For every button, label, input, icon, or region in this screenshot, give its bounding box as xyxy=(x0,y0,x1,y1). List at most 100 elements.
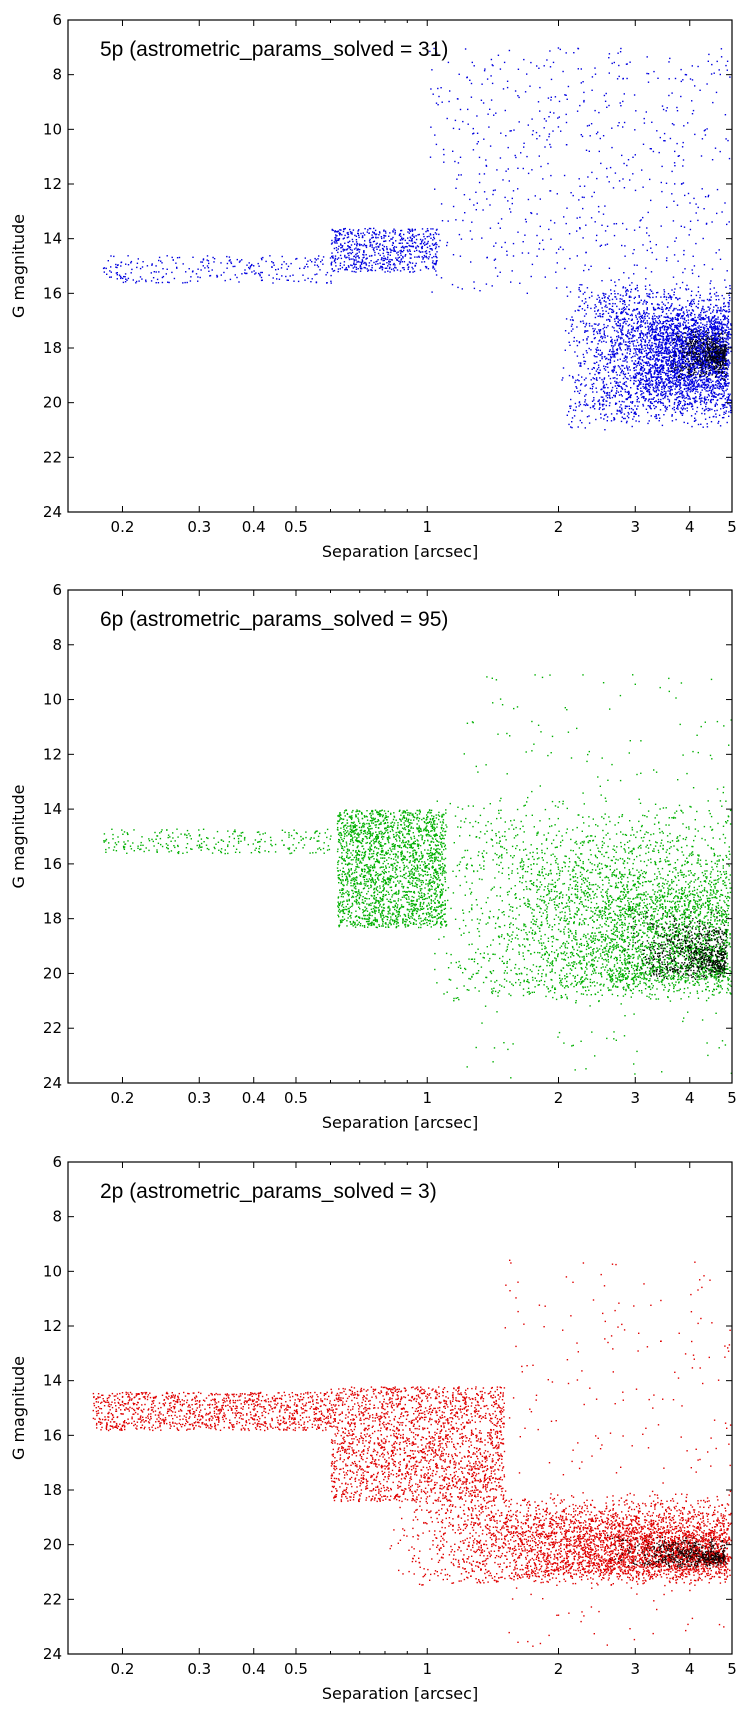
data-point xyxy=(730,407,732,409)
data-point xyxy=(622,325,624,327)
data-point xyxy=(605,92,607,95)
data-point xyxy=(688,309,690,312)
data-point xyxy=(677,401,679,404)
data-point xyxy=(722,330,724,332)
data-point xyxy=(666,206,668,208)
data-point xyxy=(669,364,672,366)
data-point xyxy=(641,337,643,339)
data-point xyxy=(462,219,464,222)
data-point xyxy=(684,73,687,76)
data-point xyxy=(337,257,340,259)
data-point xyxy=(555,271,557,273)
data-point xyxy=(691,113,694,115)
data-point xyxy=(716,341,718,344)
data-point xyxy=(446,241,449,244)
data-point xyxy=(690,359,693,361)
data-point xyxy=(696,350,698,352)
data-point xyxy=(697,367,699,369)
data-point xyxy=(600,162,602,165)
data-point xyxy=(176,267,178,269)
data-point xyxy=(601,224,603,226)
data-point xyxy=(452,127,455,130)
data-point xyxy=(629,314,632,317)
data-point xyxy=(699,347,701,349)
data-point xyxy=(668,401,671,403)
data-point xyxy=(627,369,629,371)
data-point xyxy=(672,364,675,366)
data-point xyxy=(682,141,684,144)
data-point xyxy=(646,295,649,297)
data-point xyxy=(639,326,642,328)
data-point xyxy=(555,252,558,254)
data-point xyxy=(459,156,462,158)
data-point xyxy=(350,252,352,255)
data-point xyxy=(383,240,386,242)
data-point xyxy=(625,405,627,408)
data-point xyxy=(593,408,596,410)
data-point xyxy=(285,263,288,265)
data-point xyxy=(123,275,125,278)
data-point xyxy=(335,247,338,249)
data-point xyxy=(674,318,677,320)
data-point xyxy=(322,263,324,265)
data-point xyxy=(607,325,609,327)
data-point xyxy=(627,330,629,333)
data-point xyxy=(127,264,130,266)
data-point xyxy=(661,326,664,328)
data-point xyxy=(682,407,685,409)
data-point xyxy=(654,360,656,362)
data-point xyxy=(621,337,623,339)
data-point xyxy=(627,397,630,399)
data-point xyxy=(704,365,706,368)
data-point xyxy=(346,269,348,271)
data-point xyxy=(715,299,717,301)
data-point xyxy=(116,272,118,274)
data-point xyxy=(694,349,697,351)
data-point xyxy=(365,244,368,247)
data-point xyxy=(670,304,673,307)
data-point xyxy=(614,172,617,174)
data-point xyxy=(696,336,698,338)
data-point xyxy=(688,352,690,354)
data-point xyxy=(706,316,708,319)
data-point xyxy=(641,325,643,327)
data-point xyxy=(585,251,587,254)
data-point xyxy=(653,312,655,315)
data-point xyxy=(434,244,436,246)
data-point xyxy=(675,386,677,388)
data-point xyxy=(708,299,710,302)
data-point xyxy=(677,309,679,311)
data-point xyxy=(436,243,438,246)
data-point xyxy=(633,345,635,347)
data-point xyxy=(680,342,682,344)
data-point xyxy=(689,370,692,372)
data-point xyxy=(702,355,704,357)
data-point xyxy=(400,246,403,249)
data-point xyxy=(690,350,692,352)
data-point xyxy=(384,235,387,237)
data-point xyxy=(505,135,507,137)
data-point xyxy=(524,234,526,236)
data-point xyxy=(598,150,600,153)
data-point xyxy=(640,374,642,376)
data-point xyxy=(660,376,662,378)
data-point xyxy=(726,371,728,374)
data-point xyxy=(630,401,632,403)
data-point xyxy=(588,415,590,417)
data-point xyxy=(674,341,676,343)
data-point xyxy=(561,379,563,381)
data-point xyxy=(655,400,657,402)
data-point xyxy=(633,411,636,413)
data-point xyxy=(397,257,399,259)
data-point xyxy=(675,398,678,401)
data-point xyxy=(704,196,707,198)
data-point xyxy=(695,203,697,205)
data-point xyxy=(662,352,665,354)
data-point xyxy=(550,174,552,177)
data-point xyxy=(176,266,178,269)
data-point xyxy=(627,290,629,292)
data-point xyxy=(661,368,663,370)
data-point xyxy=(586,287,589,289)
data-point xyxy=(627,159,630,161)
data-point xyxy=(663,339,665,342)
